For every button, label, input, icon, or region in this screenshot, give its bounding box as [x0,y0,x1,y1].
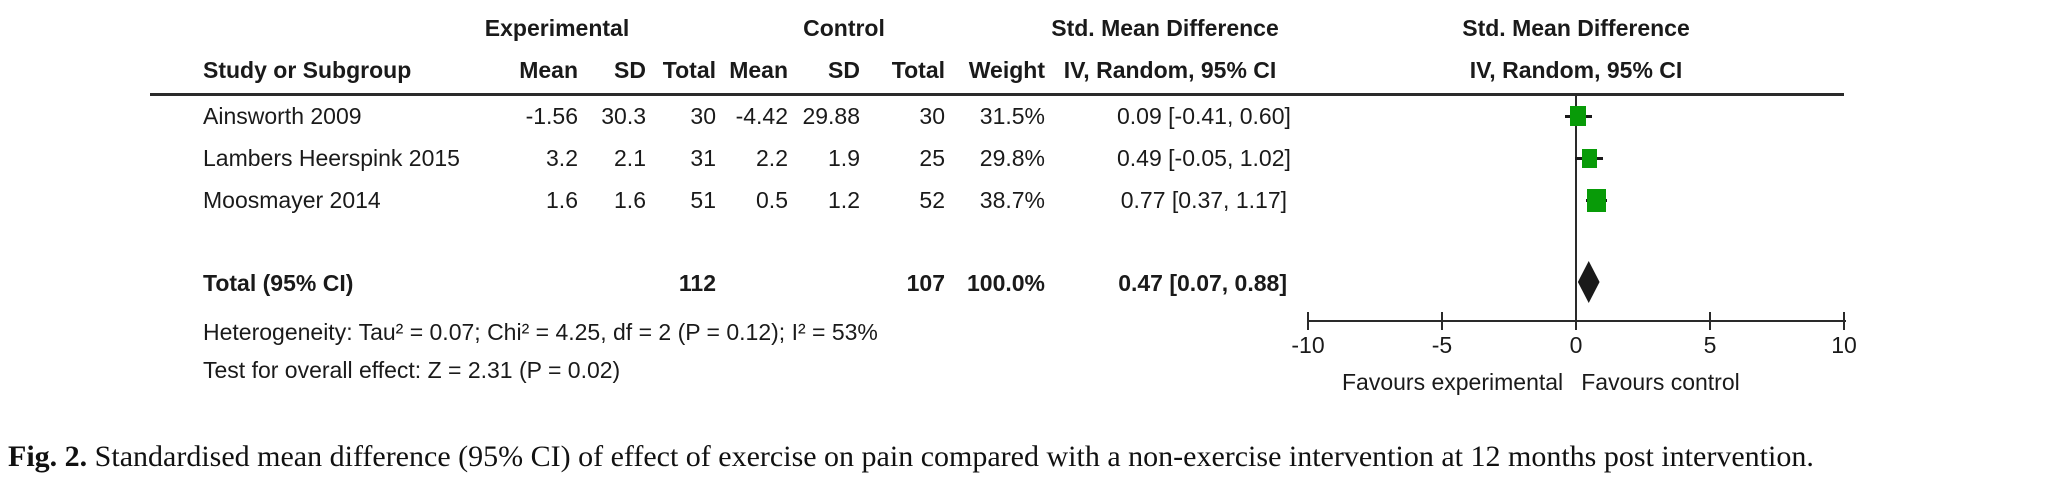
header-group-experimental: Experimental [484,15,630,41]
study-weight: 38.7% [979,187,1045,213]
study-sd_e: 2.1 [614,145,646,171]
study-total_e: 51 [690,187,716,213]
study-sd_c: 1.9 [828,145,860,171]
col-header-sd-ctl: SD [828,57,860,83]
study-total_c: 52 [919,187,945,213]
figure-caption: Fig. 2. Standardised mean difference (95… [8,438,2068,476]
axis-tick-label: 5 [1703,332,1717,358]
study-est: 0.49 [-0.05, 1.02] [1117,145,1291,171]
favours-control-label: Favours control [1581,369,1740,395]
caption-text: Standardised mean difference (95% CI) of… [94,440,1814,473]
axis-tick-label: 10 [1831,332,1857,358]
axis-line [1308,320,1846,322]
heterogeneity-text: Heterogeneity: Tau² = 0.07; Chi² = 4.25,… [203,319,878,345]
axis-tick [1307,312,1309,330]
study-mean_e: -1.56 [525,103,578,129]
study-name: Ainsworth 2009 [203,103,362,129]
study-mean_e: 3.2 [546,145,578,171]
axis-tick [1441,312,1443,330]
total-label: Total (95% CI) [203,270,354,296]
study-name: Moosmayer 2014 [203,187,381,213]
favours-experimental-label: Favours experimental [1342,369,1564,395]
study-total_e: 30 [690,103,716,129]
col-header-total-exp: Total [662,57,716,83]
study-sd_c: 29.88 [802,103,860,129]
study-mean_c: 2.2 [756,145,788,171]
header-smd-right-title: Std. Mean Difference [1462,15,1690,41]
header-smd-right-sub: IV, Random, 95% CI [1469,57,1683,83]
total-weight: 100.0% [966,270,1045,296]
study-weight: 31.5% [979,103,1045,129]
study-marker [1570,106,1586,126]
col-header-study: Study or Subgroup [203,57,412,83]
axis-tick-label: 0 [1569,332,1583,358]
overall-effect-text: Test for overall effect: Z = 2.31 (P = 0… [203,357,621,383]
study-mean_e: 1.6 [546,187,578,213]
study-total_c: 30 [919,103,945,129]
study-est: 0.09 [-0.41, 0.60] [1117,103,1291,129]
col-header-mean-ctl: Mean [729,57,788,83]
axis-tick [1575,312,1577,330]
study-sd_c: 1.2 [828,187,860,213]
header-smd-left-title: Std. Mean Difference [1051,15,1279,41]
header-smd-left-sub: IV, Random, 95% CI [1063,57,1277,83]
study-marker [1582,149,1597,168]
study-est: 0.77 [0.37, 1.17] [1120,187,1287,213]
study-total_e: 31 [690,145,716,171]
header-group-control: Control [803,15,885,41]
study-mean_c: -4.42 [735,103,788,129]
axis-tick-label: -10 [1291,332,1325,358]
col-header-total-ctl: Total [891,57,945,83]
total-estimate: 0.47 [0.07, 0.88] [1118,270,1287,296]
study-marker [1587,189,1606,212]
col-header-weight: Weight [968,57,1045,83]
study-sd_e: 1.6 [614,187,646,213]
axis-tick-label: -5 [1431,332,1453,358]
axis-tick [1709,312,1711,330]
zero-line [1575,96,1577,322]
axis-tick [1843,312,1845,330]
col-header-sd-exp: SD [614,57,646,83]
total-total-ctl: 107 [906,270,945,296]
header-underline [150,93,1844,96]
study-total_c: 25 [919,145,945,171]
caption-tag: Fig. 2. [8,440,88,473]
total-total-exp: 112 [678,270,716,296]
study-weight: 29.8% [979,145,1045,171]
study-mean_c: 0.5 [756,187,788,213]
study-name: Lambers Heerspink 2015 [203,145,460,171]
summary-diamond [1577,261,1600,303]
col-header-mean-exp: Mean [519,57,578,83]
study-sd_e: 30.3 [601,103,646,129]
